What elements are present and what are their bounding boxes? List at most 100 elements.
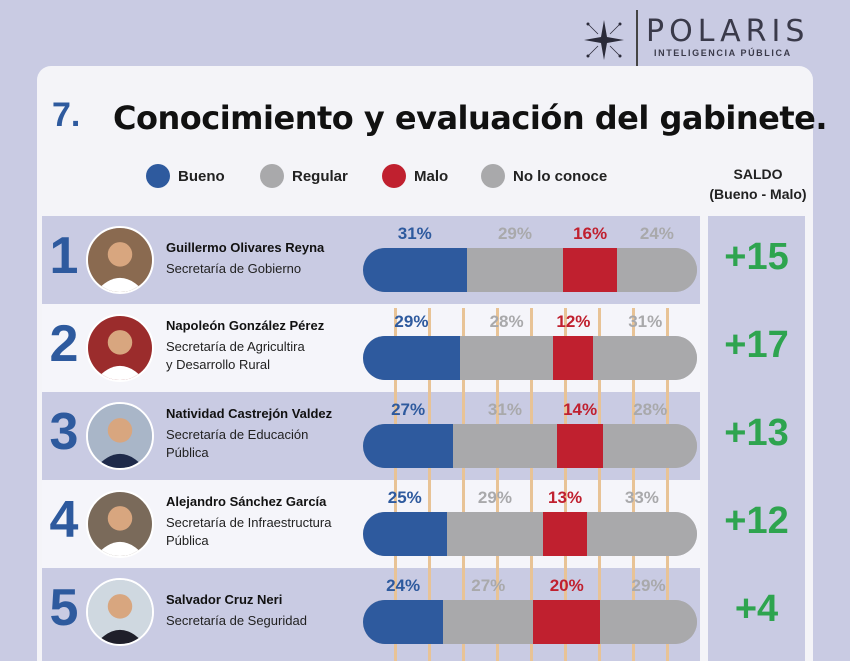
pct-label-no-conoce: 33% [624, 488, 659, 507]
bar-segment-regular [446, 512, 544, 556]
person-role-line: Secretaría de Infraestructura [166, 515, 332, 530]
saldo-header-title: SALDO [733, 166, 783, 182]
bar-segment-bueno [363, 600, 444, 644]
person-role-line: Secretaría de Educación [166, 427, 309, 442]
pct-label-malo: 20% [549, 576, 584, 595]
person-role-line: y Desarrollo Rural [166, 357, 271, 372]
bar-segment-bueno [363, 248, 467, 292]
avatar-2 [86, 314, 154, 382]
pct-label-no-conoce: 24% [639, 224, 674, 243]
pct-label-bueno: 31% [397, 224, 432, 243]
polaris-logo: POLARIS INTELIGENCIA PÚBLICA [578, 8, 810, 66]
rank-number-1: 1 [49, 227, 79, 285]
legend-swatch-no-conoce [481, 164, 505, 188]
pct-label-malo: 12% [556, 312, 591, 331]
person-role-5: Secretaría de Seguridad [166, 612, 307, 630]
saldo-value-2: +17 [724, 324, 789, 366]
saldo-value-3: +13 [724, 412, 789, 454]
bar-segment-no-conoce [603, 424, 697, 468]
bar-segment-no-conoce [600, 600, 697, 644]
title-number: 7. [52, 96, 81, 134]
pct-label-bueno: 24% [386, 576, 421, 595]
person-name-4: Alejandro Sánchez García [166, 494, 327, 509]
star-icon [584, 20, 624, 60]
pct-label-regular: 29% [477, 488, 512, 507]
person-role-1: Secretaría de Gobierno [166, 260, 301, 278]
bar-segment-malo [543, 512, 587, 556]
legend-label-bueno: Bueno [178, 167, 225, 185]
person-role-line: Pública [166, 533, 209, 548]
legend-item-no-conoce: No lo conoce [481, 164, 607, 188]
avatar-1 [86, 226, 154, 294]
bar-segment-regular [443, 600, 534, 644]
legend-label-regular: Regular [292, 167, 348, 185]
saldo-header-subtitle: (Bueno - Malo) [709, 186, 807, 202]
stacked-bar-3 [363, 424, 697, 468]
page-title: Conocimiento y evaluación del gabinete. [113, 99, 827, 137]
bar-segment-malo [553, 336, 594, 380]
bar-segment-no-conoce [616, 248, 697, 292]
pct-label-no-conoce: 28% [633, 400, 668, 419]
pct-label-no-conoce: 29% [631, 576, 666, 595]
person-role-2: Secretaría de Agricultira y Desarrollo Ru… [166, 338, 305, 374]
brand-name: POLARIS [646, 14, 810, 49]
bar-segment-bueno [363, 336, 460, 380]
pct-label-regular: 29% [497, 224, 532, 243]
bar-segment-bueno [363, 424, 454, 468]
rank-number-3: 3 [49, 403, 79, 461]
saldo-column [708, 216, 805, 661]
pct-label-malo: 14% [563, 400, 598, 419]
saldo-value-4: +12 [724, 500, 789, 542]
stacked-bar-4 [363, 512, 697, 556]
person-name-2: Napoleón González Pérez [166, 318, 325, 333]
rank-number-5: 5 [49, 579, 79, 637]
stacked-bar-5 [363, 600, 697, 644]
saldo-value-1: +15 [724, 236, 789, 278]
legend-item-regular: Regular [260, 164, 348, 188]
legend-item-bueno: Bueno [146, 164, 225, 188]
brand-tagline: INTELIGENCIA PÚBLICA [654, 48, 792, 58]
legend-label-malo: Malo [414, 167, 449, 185]
brand-divider [636, 10, 638, 66]
pct-label-bueno: 27% [391, 400, 426, 419]
person-name-1: Guillermo Olivares Reyna [166, 240, 325, 255]
bar-segment-no-conoce [593, 336, 697, 380]
bar-segment-regular [459, 336, 554, 380]
person-name-5: Salvador Cruz Neri [166, 592, 283, 607]
stacked-bar-1 [363, 248, 697, 292]
decorative-stripes [394, 308, 694, 661]
bar-segment-malo [556, 424, 604, 468]
pct-label-regular: 28% [489, 312, 524, 331]
saldo-value-5: +4 [734, 588, 779, 630]
rank-number-2: 2 [49, 315, 79, 373]
bar-segment-no-conoce [586, 512, 697, 556]
legend-swatch-malo [382, 164, 406, 188]
pct-label-regular: 27% [471, 576, 506, 595]
person-name-3: Natividad Castrejón Valdez [166, 406, 333, 421]
legend-swatch-regular [260, 164, 284, 188]
pct-label-malo: 13% [548, 488, 583, 507]
legend-label-no-conoce: No lo conoce [513, 167, 608, 185]
pct-label-bueno: 29% [394, 312, 429, 331]
pct-label-bueno: 25% [387, 488, 422, 507]
bar-segment-regular [466, 248, 564, 292]
bar-segment-regular [453, 424, 557, 468]
person-role-line: Secretaría de Gobierno [166, 261, 302, 276]
bar-segment-malo [563, 248, 617, 292]
legend-swatch-bueno [146, 164, 170, 188]
avatar-4 [86, 490, 154, 558]
saldo-header: SALDO (Bueno - Malo) [700, 164, 816, 204]
avatar-5 [86, 578, 154, 646]
legend-item-malo: Malo [382, 164, 448, 188]
bar-segment-malo [533, 600, 601, 644]
bar-segment-bueno [363, 512, 447, 556]
stacked-bar-2 [363, 336, 697, 380]
pct-label-no-conoce: 31% [628, 312, 663, 331]
avatar-3 [86, 402, 154, 470]
person-role-4: Secretaría de Infraestructura Pública [166, 514, 331, 550]
person-role-3: Secretaría de Educación Pública [166, 426, 308, 462]
person-role-line: Secretaría de Agricultira [166, 339, 305, 354]
person-role-line: Secretaría de Seguridad [166, 613, 307, 628]
rank-number-4: 4 [49, 491, 79, 549]
pct-label-regular: 31% [487, 400, 522, 419]
